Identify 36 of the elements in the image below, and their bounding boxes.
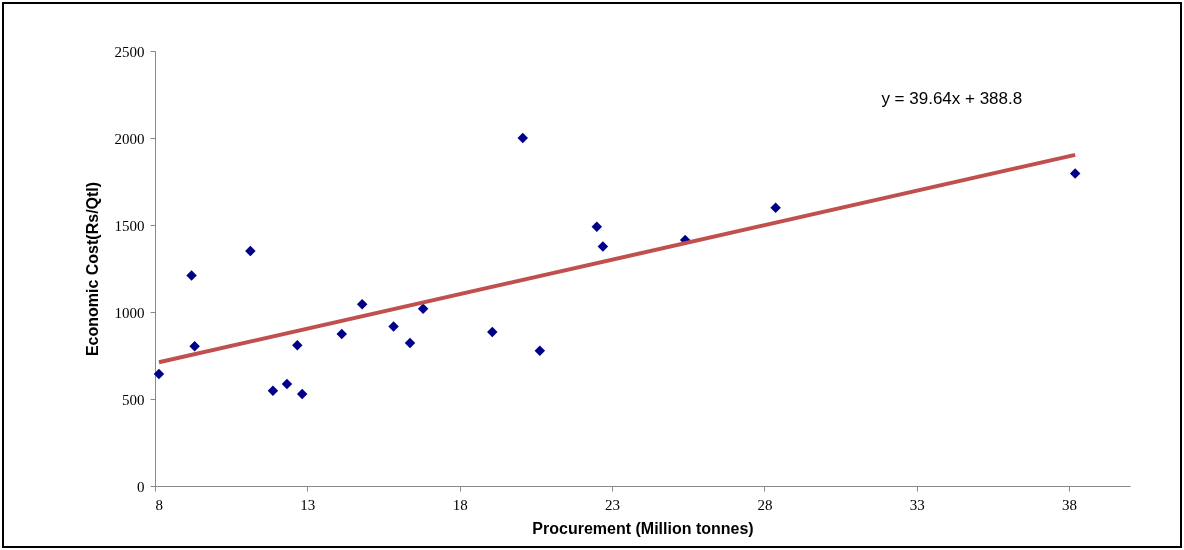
point xyxy=(591,221,603,232)
point xyxy=(186,270,197,281)
y-tick-label: 2500 xyxy=(114,43,145,60)
y-tick-label: 0 xyxy=(137,478,145,495)
x-tick-label: 13 xyxy=(300,496,316,513)
x-tick-label: 28 xyxy=(757,496,773,513)
y-axis-title: Economic Cost(Rs/Qtl) xyxy=(83,181,101,357)
x-tick-label: 18 xyxy=(452,496,468,513)
point xyxy=(267,385,279,396)
point xyxy=(1069,168,1081,179)
point xyxy=(404,337,416,349)
point xyxy=(356,298,368,310)
point xyxy=(245,245,256,257)
point xyxy=(388,321,399,332)
x-tick-label: 23 xyxy=(605,496,621,513)
point xyxy=(153,368,165,380)
point xyxy=(189,341,200,352)
y-tick-label: 1500 xyxy=(114,217,145,234)
x-axis-title: Procurement (Million tonnes) xyxy=(532,519,754,537)
y-tick-label: 2000 xyxy=(114,130,145,147)
point xyxy=(534,345,546,357)
point xyxy=(292,339,303,351)
point xyxy=(296,388,308,400)
y-tick-label: 1000 xyxy=(114,304,145,321)
point xyxy=(417,303,429,314)
point xyxy=(597,241,609,252)
annotation: y = 39.64x + 388.8 xyxy=(881,88,1023,108)
y-tick-label: 500 xyxy=(122,391,145,408)
x-tick-label: 8 xyxy=(155,496,163,513)
point xyxy=(770,202,781,214)
point xyxy=(487,326,498,338)
x-tick-label: 38 xyxy=(1062,496,1078,513)
point xyxy=(517,132,528,144)
point xyxy=(336,328,348,340)
point xyxy=(281,378,293,390)
x-tick-label: 33 xyxy=(909,496,925,513)
